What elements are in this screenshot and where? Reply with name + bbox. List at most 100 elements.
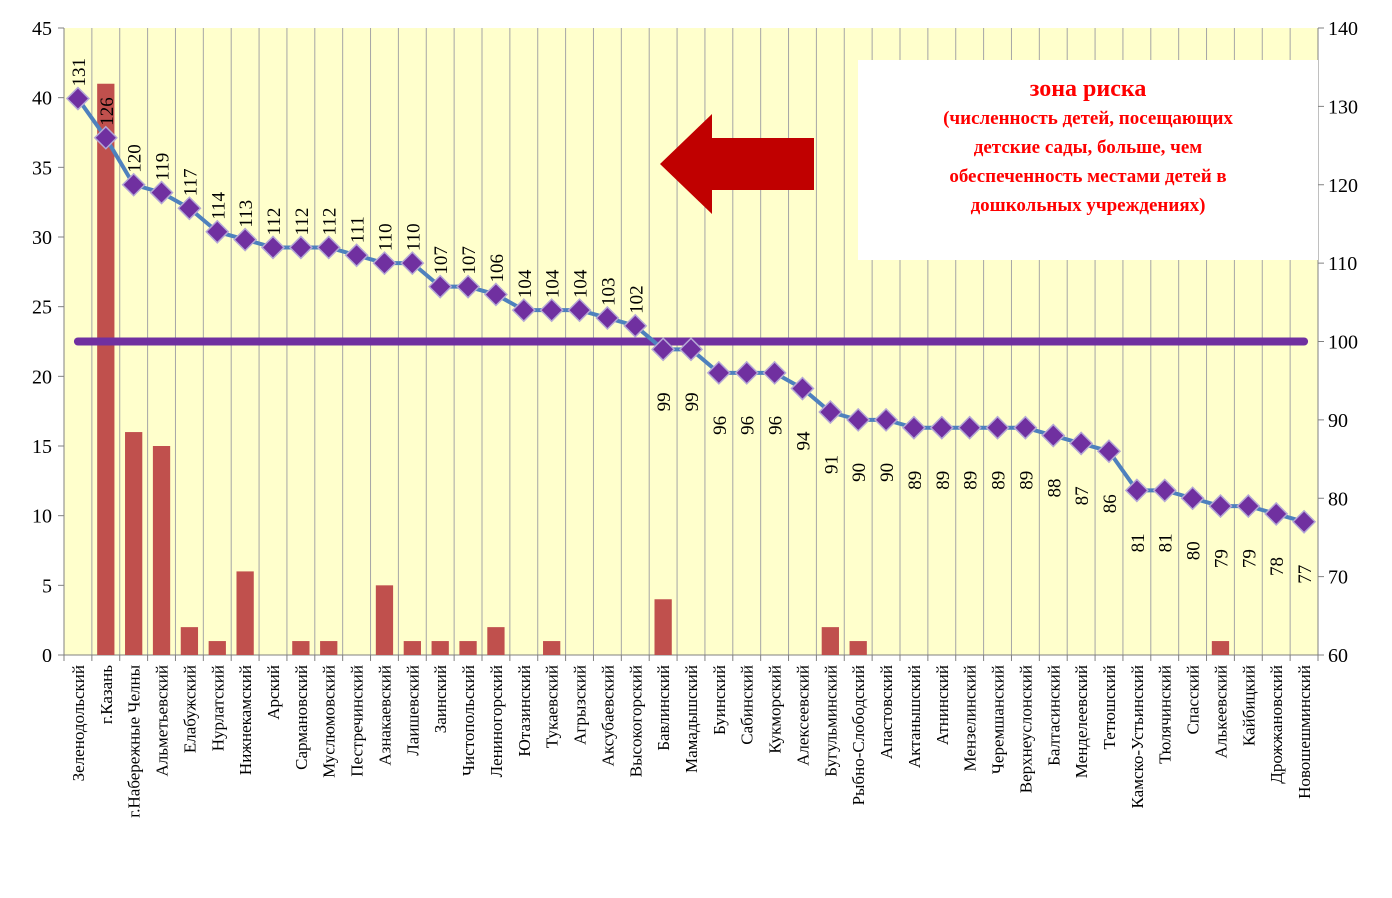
category-label: Муслюмовский <box>320 665 339 778</box>
bar <box>125 432 143 655</box>
line-marker <box>1069 431 1094 456</box>
line-marker <box>539 298 564 323</box>
line-marker <box>511 298 536 323</box>
line-marker <box>400 251 425 276</box>
right-tick-label: 130 <box>1328 96 1358 118</box>
data-label: 107 <box>431 246 452 275</box>
category-label: Верхнеуслонский <box>1016 665 1035 793</box>
line-marker <box>1041 423 1066 448</box>
bar <box>821 627 839 655</box>
data-label: 90 <box>877 463 898 482</box>
line-marker <box>985 415 1010 440</box>
line-marker <box>316 235 341 260</box>
category-label: Атнинский <box>933 665 952 745</box>
category-label: Новошешминский <box>1295 665 1314 799</box>
category-label: Буинский <box>710 665 729 735</box>
line-marker <box>595 305 620 331</box>
bar <box>97 83 115 655</box>
data-label: 90 <box>849 463 870 482</box>
risk-zone-line-4: дошкольных учреждениях) <box>970 195 1206 216</box>
data-label: 114 <box>208 191 229 219</box>
risk-zone-line-3: обеспеченность местами детей в <box>949 166 1227 187</box>
right-tick-label: 90 <box>1328 410 1348 432</box>
data-label: 78 <box>1267 557 1288 576</box>
category-label: Агрызский <box>571 665 590 745</box>
line-marker <box>1152 478 1177 503</box>
left-arrow-shape <box>660 114 814 214</box>
line-marker <box>205 219 230 244</box>
left-tick-label: 35 <box>32 157 52 179</box>
line-marker <box>1096 439 1122 464</box>
category-label: Лениногорский <box>487 665 506 777</box>
data-label: 96 <box>710 416 731 435</box>
category-label: Менделеевский <box>1072 665 1091 778</box>
data-label: 81 <box>1128 533 1149 552</box>
left-tick-label: 20 <box>32 366 52 388</box>
category-label: Мамадышский <box>682 665 701 773</box>
data-label: 91 <box>821 455 842 474</box>
line-marker <box>428 274 453 299</box>
line-marker <box>1180 486 1205 511</box>
category-label: Спасский <box>1184 665 1203 735</box>
left-tick-label: 0 <box>42 645 52 667</box>
category-label: Сармановский <box>292 665 311 770</box>
data-label: 119 <box>153 153 174 181</box>
data-label: 96 <box>738 416 759 435</box>
bar-series <box>97 83 1230 655</box>
category-label: Альметьевский <box>153 665 172 776</box>
right-tick-label: 100 <box>1328 332 1358 354</box>
line-marker <box>456 274 481 299</box>
line-marker <box>1013 415 1038 440</box>
data-labels: 131 126 120 119 117 114 113 112 112 112 111 110 110 1… <box>69 58 1316 584</box>
line-marker <box>762 360 787 385</box>
category-label: Кайбицкий <box>1239 665 1258 746</box>
data-label: 89 <box>933 471 954 490</box>
category-label: Алькеевский <box>1211 665 1230 758</box>
left-tick-label: 15 <box>32 436 52 458</box>
bar <box>292 641 310 655</box>
line-marker <box>372 251 397 276</box>
bar <box>180 627 199 655</box>
category-label: Высокогорский <box>626 665 645 777</box>
category-label: Аксубаевский <box>598 665 617 766</box>
data-label: 89 <box>989 471 1010 490</box>
bar <box>375 585 394 655</box>
data-label: 104 <box>571 269 592 298</box>
category-label: Азнакаевский <box>375 665 394 766</box>
line-series <box>65 86 1317 534</box>
data-label: 110 <box>403 223 424 251</box>
line-marker <box>93 125 118 150</box>
category-label: Черемшанский <box>989 665 1008 774</box>
category-label: Зеленодольский <box>69 665 88 781</box>
category-label: Лаишевский <box>403 665 422 756</box>
line-marker <box>1292 509 1317 534</box>
data-label: 79 <box>1239 549 1260 568</box>
data-label: 104 <box>515 269 536 298</box>
category-label: Чистопольский <box>459 665 478 776</box>
data-label: 102 <box>626 285 647 314</box>
data-label: 79 <box>1211 549 1232 568</box>
data-label: 113 <box>236 200 257 228</box>
line-marker <box>957 415 982 440</box>
line-marker <box>901 415 926 440</box>
data-label: 107 <box>459 246 480 275</box>
category-label: Актанышский <box>905 665 924 768</box>
data-label: 104 <box>543 269 564 298</box>
data-label: 99 <box>682 392 703 411</box>
line-marker <box>874 407 899 432</box>
data-label: 94 <box>793 431 814 451</box>
bar <box>152 446 171 655</box>
category-label: Нижнекамский <box>236 665 255 775</box>
data-label: 103 <box>598 277 619 306</box>
bar <box>208 641 226 655</box>
line-marker <box>65 86 90 111</box>
bar <box>654 599 672 655</box>
data-label: 112 <box>264 208 285 236</box>
line-marker <box>260 235 286 260</box>
left-tick-label: 30 <box>32 227 52 249</box>
line-marker <box>233 227 258 252</box>
data-label: 111 <box>348 216 369 243</box>
line-marker <box>929 415 954 440</box>
data-label: 112 <box>292 208 313 236</box>
category-label: Бугульминский <box>821 665 840 777</box>
